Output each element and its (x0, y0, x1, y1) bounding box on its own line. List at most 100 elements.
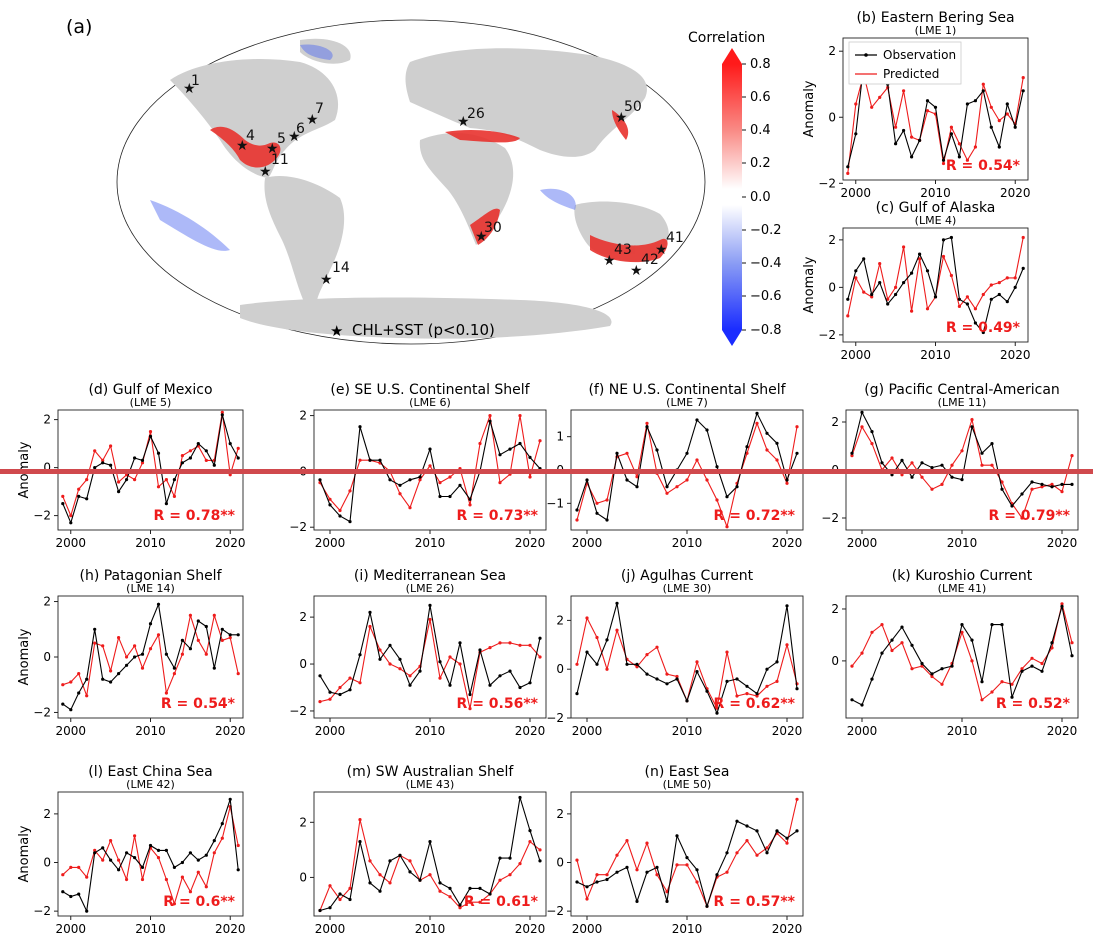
observation-point (615, 870, 619, 874)
observation-point (518, 795, 522, 800)
y-tick-label: 0 (828, 110, 836, 124)
observation-point (635, 662, 639, 666)
x-tick-label: 2000 (55, 922, 86, 936)
observation-point (918, 252, 922, 256)
observation-point (133, 856, 137, 860)
observation-point (172, 666, 176, 670)
predicted-point (755, 421, 759, 425)
observation-point (925, 99, 930, 103)
predicted-point (109, 444, 113, 448)
predicted-point (172, 494, 176, 498)
predicted-point (61, 683, 65, 687)
predicted-point (585, 616, 589, 620)
x-tick-label: 2020 (215, 922, 246, 936)
predicted-point (418, 478, 422, 482)
y-tick-label: −2 (33, 904, 51, 918)
observation-point (428, 603, 432, 608)
observation-point (755, 692, 759, 696)
predicted-point (625, 451, 629, 455)
y-tick-label: 2 (43, 595, 51, 609)
observation-point (1005, 300, 1009, 304)
observation-point (468, 497, 472, 501)
predicted-point (148, 430, 153, 434)
predicted-point (755, 694, 759, 698)
observation-point (468, 886, 472, 891)
predicted-point (918, 257, 922, 261)
chart-title: (l) East China Sea (88, 764, 212, 780)
predicted-point (368, 624, 372, 629)
station-label: 30 (484, 220, 502, 236)
predicted-point (870, 630, 874, 634)
y-tick-label: 2 (828, 233, 836, 247)
observation-point (93, 627, 97, 631)
predicted-line (576, 616, 798, 710)
observation-point (846, 165, 850, 169)
chart-subtitle: (LME 14) (126, 582, 175, 595)
predicted-point (77, 487, 81, 491)
predicted-point (448, 895, 452, 899)
x-tick-label: 2000 (315, 922, 346, 936)
colorbar-tick: −0.8 (750, 323, 782, 338)
observation-point (880, 461, 884, 465)
y-tick-label: 2 (299, 610, 307, 624)
predicted-point (1030, 487, 1034, 491)
chart-panel: (b) Eastern Bering Sea(LME 1) −2 0 2 2000 201… (802, 10, 1031, 200)
observation-point (318, 908, 322, 913)
observation-point (1040, 482, 1044, 486)
x-tick-label: 2000 (315, 724, 346, 738)
predicted-point (635, 665, 639, 669)
observation-point (645, 870, 649, 874)
predicted-point (878, 262, 882, 266)
observation-point (745, 684, 749, 688)
observation-point (220, 822, 224, 826)
predicted-point (388, 662, 392, 666)
y-tick-label: 1 (556, 430, 564, 444)
predicted-point (478, 900, 482, 904)
predicted-line (851, 603, 1073, 701)
chart-panel: (e) SE U.S. Continental Shelf(LME 6)−202… (289, 382, 547, 550)
predicted-point (348, 489, 352, 493)
predicted-point (448, 475, 452, 479)
x-tick-label: 2020 (515, 724, 546, 738)
observation-point (528, 829, 532, 833)
observation-point (140, 865, 145, 870)
observation-point (735, 819, 739, 823)
predicted-point (1000, 680, 1004, 684)
observation-point (940, 463, 944, 467)
predicted-point (538, 848, 542, 852)
observation-point (348, 688, 352, 692)
observation-point (133, 456, 137, 460)
chart-title: (j) Agulhas Current (621, 568, 754, 584)
station-label: 26 (467, 106, 485, 122)
observation-point (458, 483, 462, 487)
station-label: 1 (191, 73, 200, 89)
predicted-point (957, 142, 962, 146)
observation-point (528, 681, 532, 685)
chart-subtitle: (LME 5) (130, 396, 172, 409)
predicted-point (635, 475, 639, 479)
observation-point (715, 873, 719, 877)
predicted-line (576, 799, 798, 908)
observation-point (220, 413, 224, 417)
predicted-point (785, 841, 789, 845)
station-star: ★ (236, 138, 249, 154)
predicted-point (880, 623, 884, 627)
predicted-point (795, 425, 799, 429)
predicted-point (528, 643, 532, 647)
predicted-point (518, 414, 522, 418)
predicted-point (965, 295, 970, 299)
predicted-point (1050, 482, 1054, 486)
chart-title: (c) Gulf of Alaska (876, 200, 996, 216)
observation-point (228, 442, 232, 446)
observation-point (478, 648, 482, 652)
correlation-label: R = 0.79** (989, 508, 1071, 524)
observation-point (236, 633, 240, 637)
predicted-point (605, 873, 609, 877)
observation-point (1020, 492, 1024, 496)
predicted-point (148, 647, 153, 651)
predicted-point (745, 839, 749, 843)
observation-point (705, 904, 709, 908)
colorbar-gradient (722, 64, 742, 330)
observation-point (902, 281, 906, 285)
predicted-point (1020, 516, 1024, 520)
